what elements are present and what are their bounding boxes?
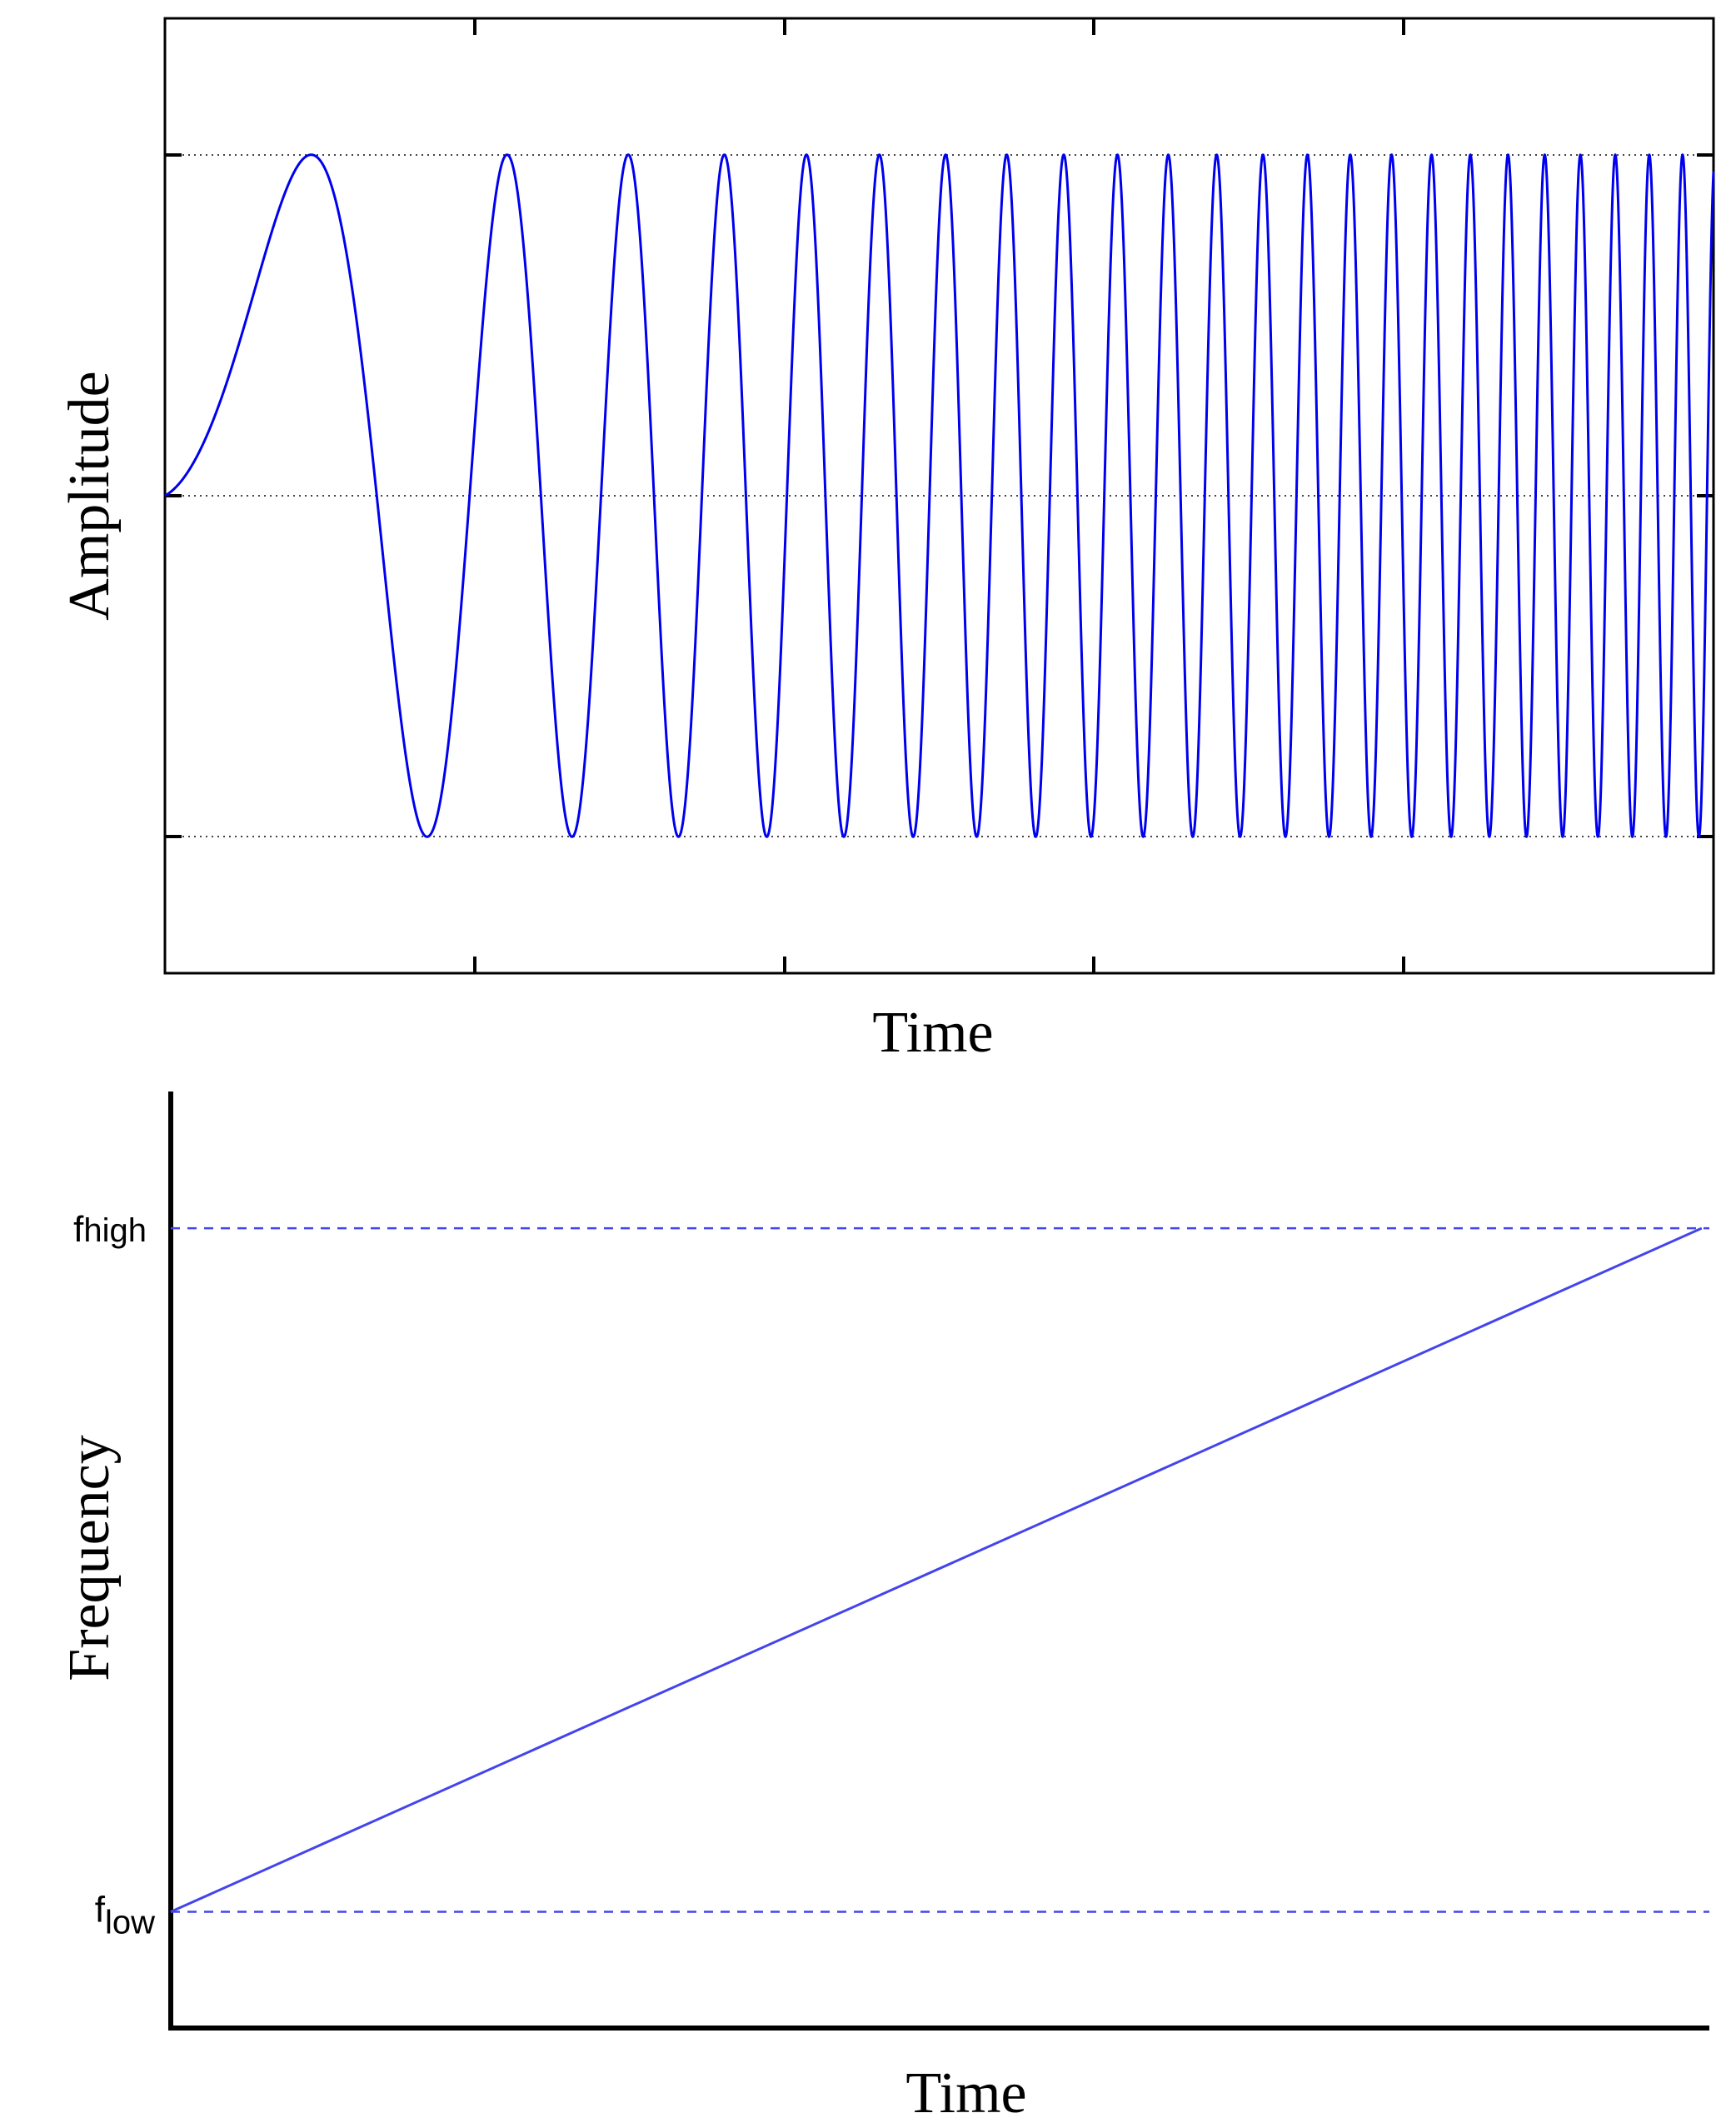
f-low-base: f — [95, 1890, 106, 1931]
f-high-base: f — [73, 1209, 84, 1250]
amplitude-y-ticks — [165, 153, 1714, 838]
frequency-panel: fhigh flow Time Frequency — [57, 1091, 1709, 2123]
amplitude-x-axis-title: Time — [872, 1001, 993, 1065]
frequency-series-line — [170, 1226, 1703, 1913]
frequency-y-axis-title: Frequency — [57, 1435, 122, 1681]
chirp-waveform-line — [163, 153, 1715, 838]
amplitude-x-ticks — [473, 18, 1405, 973]
frequency-x-axis-title: Time — [905, 2061, 1026, 2123]
amplitude-y-axis-title: Amplitude — [57, 371, 122, 620]
amplitude-plot-frame — [163, 17, 1715, 975]
f-low-subscript: low — [105, 1905, 155, 1941]
f-high-subscript: high — [83, 1212, 147, 1249]
amplitude-panel: Time Amplitude — [57, 17, 1715, 1065]
f-high-tick-label: fhigh — [73, 1209, 147, 1250]
f-low-tick-label: flow — [95, 1890, 155, 1941]
